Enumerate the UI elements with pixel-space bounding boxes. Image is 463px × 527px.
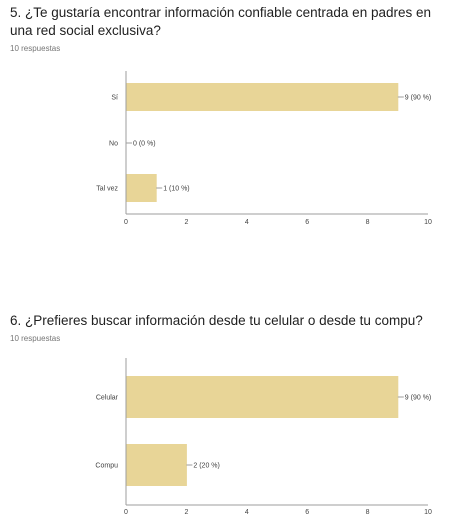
bar <box>127 444 187 486</box>
x-tick-label: 8 <box>366 509 370 516</box>
x-tick-label: 6 <box>305 509 309 516</box>
data-label: 9 (90 %) <box>405 395 431 402</box>
x-tick-label: 0 <box>124 509 128 516</box>
x-tick-label: 10 <box>424 509 432 516</box>
x-tick-label: 2 <box>184 509 188 516</box>
category-label: Celular <box>96 395 119 402</box>
bar <box>127 376 399 418</box>
data-label: 2 (20 %) <box>193 463 219 470</box>
x-tick-label: 4 <box>245 509 249 516</box>
category-label: Compu <box>95 463 118 470</box>
